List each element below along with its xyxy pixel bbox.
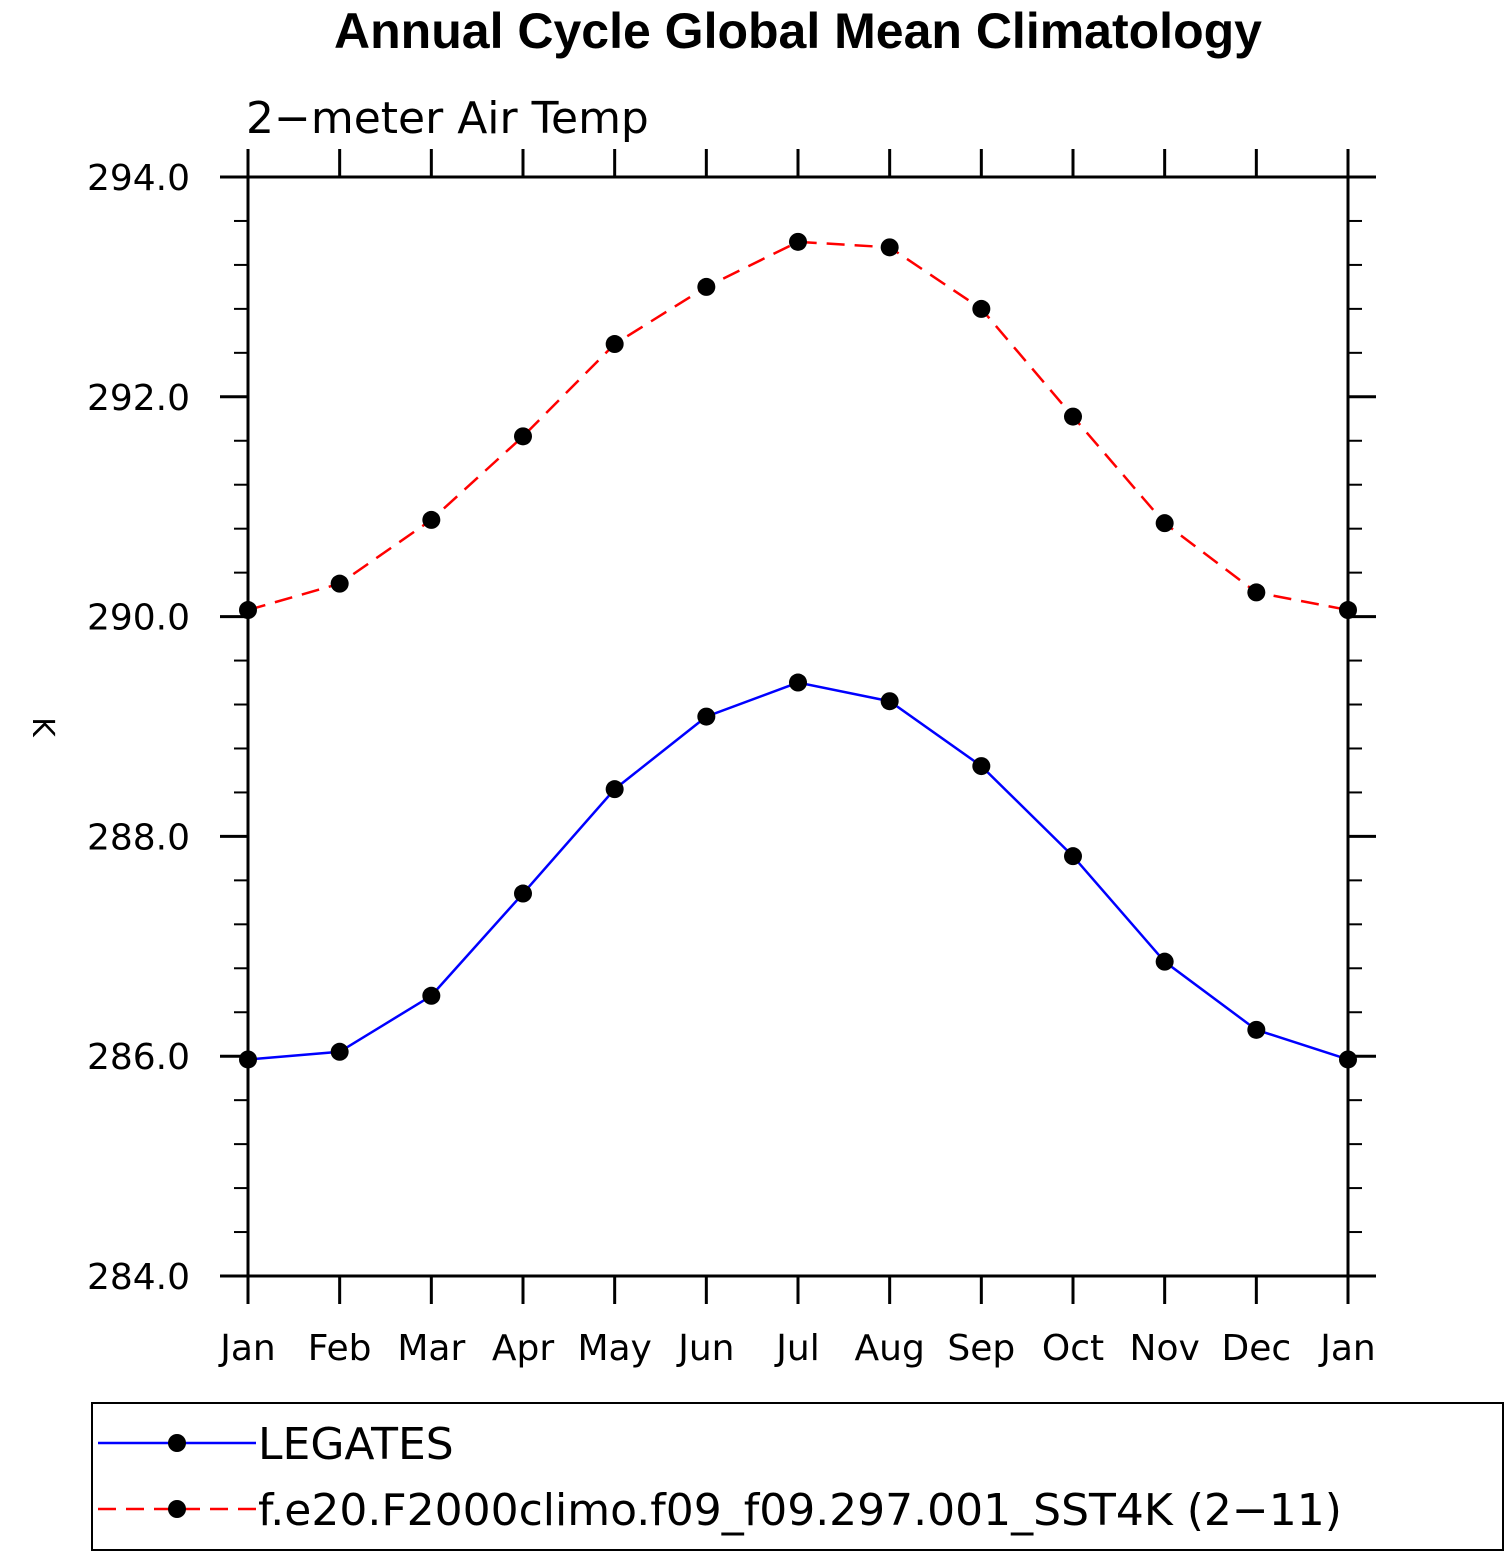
legend-label-2: f.e20.F2000climo.f09_f09.297.001_SST4K (… [258,1485,1342,1536]
data-point-series-1 [1247,1020,1266,1039]
x-tick-label: Sep [947,1328,1015,1369]
data-point-series-1 [422,986,441,1005]
y-tick-label: 286.0 [87,1037,190,1078]
y-tick-label: 284.0 [87,1257,190,1298]
data-point-series-2 [1155,514,1174,533]
x-tick-label: Oct [1042,1328,1104,1369]
data-point-series-1 [697,707,716,726]
x-tick-label: Feb [308,1328,372,1369]
chart-subtitle: 2−meter Air Temp [246,93,649,144]
x-tick-label: Jul [774,1328,819,1369]
x-tick-label: Apr [492,1328,554,1369]
data-point-series-2 [605,335,624,354]
data-point-series-2 [789,232,807,251]
series-group [239,232,1357,1069]
legend-box [91,1402,1504,1551]
data-point-series-2 [972,299,991,318]
data-point-series-1 [239,1050,257,1069]
series-line-1 [247,681,1349,1061]
plot-frame [246,175,1350,1278]
data-point-series-1 [1155,952,1174,971]
y-tick-label: 290.0 [87,598,190,639]
data-point-series-1 [789,673,807,692]
data-point-series-2 [1064,407,1082,426]
data-point-series-1 [972,757,991,776]
y-axis-label: K [25,717,60,738]
data-point-series-1 [605,780,624,799]
chart-title: Annual Cycle Global Mean Climatology [334,3,1262,59]
legend: LEGATES f.e20.F2000climo.f09_f09.297.001_… [98,1419,1342,1536]
y-tick-label: 294.0 [87,158,190,199]
x-tick-label: Aug [855,1328,925,1369]
x-tick-label: Nov [1130,1328,1200,1369]
data-point-series-2 [1339,601,1357,620]
y-tick-label: 288.0 [87,817,190,858]
tick-labels: Jan Feb Mar Apr May Jun Jul Aug Sep Oct Nov Dec Jan 2… [87,158,1376,1369]
data-point-series-1 [1339,1050,1357,1069]
legend-marker-1 [168,1434,186,1452]
y-tick-label: 292.0 [87,378,190,419]
x-tick-label: Jun [676,1328,734,1369]
data-point-series-2 [1247,583,1266,602]
x-tick-label: Jan [218,1328,276,1369]
data-point-series-2 [422,510,441,529]
x-tick-label: May [577,1328,651,1369]
data-point-series-2 [514,427,532,446]
data-point-series-1 [330,1042,349,1061]
data-point-series-2 [880,238,899,257]
data-point-series-1 [1064,847,1082,866]
x-tick-label: Mar [397,1328,465,1369]
data-point-series-2 [697,277,716,296]
legend-marker-2 [168,1500,186,1518]
axis-ticks [220,149,1376,1304]
x-tick-label: Jan [1318,1328,1376,1369]
data-point-series-2 [239,601,257,620]
x-tick-label: Dec [1221,1328,1291,1369]
data-point-series-2 [330,574,349,593]
series-line-2 [247,240,1349,612]
data-point-series-1 [880,692,899,711]
data-point-series-1 [514,884,532,903]
legend-label-1: LEGATES [258,1419,454,1470]
